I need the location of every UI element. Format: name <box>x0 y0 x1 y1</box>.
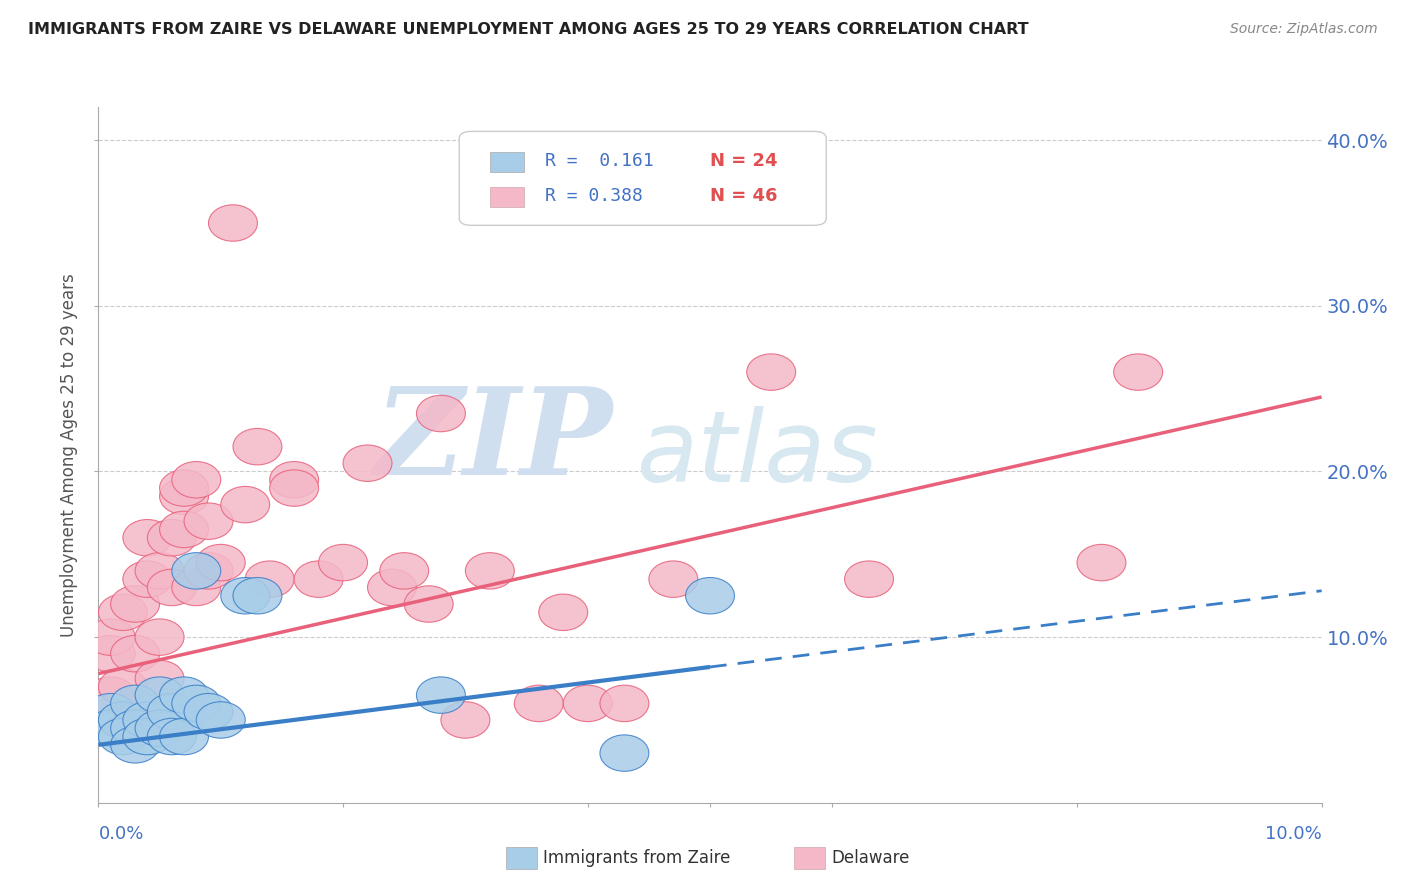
Ellipse shape <box>367 569 416 606</box>
Ellipse shape <box>160 718 208 755</box>
Ellipse shape <box>233 428 281 465</box>
Ellipse shape <box>404 586 453 623</box>
Ellipse shape <box>1077 544 1126 581</box>
Ellipse shape <box>184 503 233 540</box>
Ellipse shape <box>86 635 135 672</box>
Ellipse shape <box>122 702 172 739</box>
Text: Delaware: Delaware <box>831 849 910 867</box>
Ellipse shape <box>122 519 172 556</box>
Ellipse shape <box>184 693 233 730</box>
Text: N = 46: N = 46 <box>710 187 778 205</box>
Ellipse shape <box>148 718 197 755</box>
Ellipse shape <box>135 677 184 714</box>
Ellipse shape <box>515 685 564 722</box>
Text: R = 0.388: R = 0.388 <box>546 187 643 205</box>
Ellipse shape <box>111 685 160 722</box>
Ellipse shape <box>564 685 612 722</box>
Ellipse shape <box>135 660 184 697</box>
Ellipse shape <box>197 702 245 739</box>
Ellipse shape <box>416 395 465 432</box>
Ellipse shape <box>184 553 233 589</box>
Ellipse shape <box>148 569 197 606</box>
Text: 0.0%: 0.0% <box>98 825 143 843</box>
Ellipse shape <box>172 569 221 606</box>
Ellipse shape <box>160 511 208 548</box>
Text: Source: ZipAtlas.com: Source: ZipAtlas.com <box>1230 22 1378 37</box>
Ellipse shape <box>135 710 184 747</box>
Ellipse shape <box>98 718 148 755</box>
FancyBboxPatch shape <box>460 131 827 226</box>
Ellipse shape <box>148 519 197 556</box>
Ellipse shape <box>845 561 893 598</box>
FancyBboxPatch shape <box>489 187 524 207</box>
Ellipse shape <box>86 619 135 656</box>
Ellipse shape <box>172 553 221 589</box>
Text: N = 24: N = 24 <box>710 153 778 170</box>
Text: R =  0.161: R = 0.161 <box>546 153 654 170</box>
Ellipse shape <box>686 577 734 614</box>
Ellipse shape <box>380 553 429 589</box>
Ellipse shape <box>111 727 160 763</box>
Text: 10.0%: 10.0% <box>1265 825 1322 843</box>
Ellipse shape <box>650 561 697 598</box>
Ellipse shape <box>600 735 648 772</box>
Ellipse shape <box>86 693 135 730</box>
Ellipse shape <box>538 594 588 631</box>
Ellipse shape <box>270 461 319 498</box>
Ellipse shape <box>148 693 197 730</box>
Ellipse shape <box>172 461 221 498</box>
Ellipse shape <box>98 702 148 739</box>
Text: ZIP: ZIP <box>374 382 612 500</box>
Text: Immigrants from Zaire: Immigrants from Zaire <box>543 849 730 867</box>
Ellipse shape <box>135 553 184 589</box>
Ellipse shape <box>111 635 160 672</box>
Ellipse shape <box>233 577 281 614</box>
Ellipse shape <box>221 577 270 614</box>
Ellipse shape <box>600 685 648 722</box>
Ellipse shape <box>160 470 208 507</box>
Ellipse shape <box>160 478 208 515</box>
Ellipse shape <box>172 685 221 722</box>
Ellipse shape <box>208 205 257 241</box>
Ellipse shape <box>1114 354 1163 391</box>
Ellipse shape <box>86 677 135 714</box>
FancyBboxPatch shape <box>489 153 524 172</box>
Ellipse shape <box>111 586 160 623</box>
Ellipse shape <box>465 553 515 589</box>
Text: IMMIGRANTS FROM ZAIRE VS DELAWARE UNEMPLOYMENT AMONG AGES 25 TO 29 YEARS CORRELA: IMMIGRANTS FROM ZAIRE VS DELAWARE UNEMPL… <box>28 22 1029 37</box>
Ellipse shape <box>270 470 319 507</box>
Ellipse shape <box>221 486 270 523</box>
Ellipse shape <box>441 702 489 739</box>
Ellipse shape <box>122 718 172 755</box>
Ellipse shape <box>319 544 367 581</box>
Ellipse shape <box>294 561 343 598</box>
Text: atlas: atlas <box>637 407 879 503</box>
Ellipse shape <box>86 710 135 747</box>
Ellipse shape <box>98 594 148 631</box>
Ellipse shape <box>416 677 465 714</box>
Ellipse shape <box>111 710 160 747</box>
Ellipse shape <box>245 561 294 598</box>
Y-axis label: Unemployment Among Ages 25 to 29 years: Unemployment Among Ages 25 to 29 years <box>60 273 79 637</box>
Ellipse shape <box>197 544 245 581</box>
Ellipse shape <box>98 669 148 705</box>
Ellipse shape <box>160 677 208 714</box>
Ellipse shape <box>747 354 796 391</box>
Ellipse shape <box>135 619 184 656</box>
Ellipse shape <box>122 561 172 598</box>
Ellipse shape <box>343 445 392 482</box>
